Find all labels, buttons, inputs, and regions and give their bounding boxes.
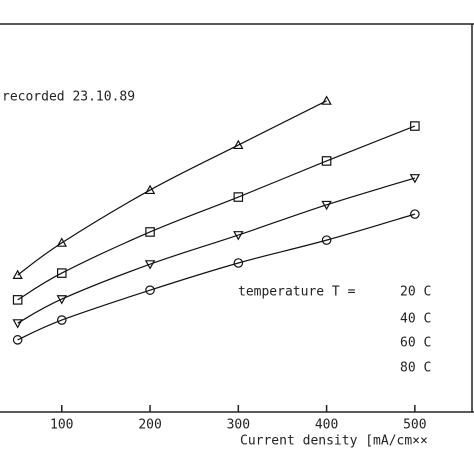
marker bbox=[144, 260, 156, 270]
marker bbox=[233, 231, 244, 241]
legend-label: 40 C bbox=[400, 312, 431, 327]
x-tick-label: 200 bbox=[138, 418, 161, 433]
marker bbox=[56, 295, 68, 305]
marker bbox=[145, 227, 155, 237]
marker bbox=[409, 174, 421, 184]
marker bbox=[56, 268, 67, 278]
marker bbox=[233, 258, 244, 268]
marker bbox=[56, 315, 67, 325]
x-tick-label: 400 bbox=[315, 418, 338, 433]
marker bbox=[12, 269, 23, 279]
marker bbox=[56, 237, 68, 247]
marker bbox=[321, 200, 332, 211]
x-tick-label: 500 bbox=[403, 418, 426, 433]
marker bbox=[12, 295, 23, 305]
marker bbox=[145, 285, 155, 295]
marker bbox=[321, 95, 332, 105]
marker bbox=[321, 156, 332, 166]
legend-title: temperature T = bbox=[238, 285, 356, 300]
marker bbox=[12, 335, 23, 345]
fit-curve bbox=[17, 100, 327, 276]
annotation: recorded 23.10.89 bbox=[2, 90, 135, 105]
marker bbox=[233, 139, 244, 150]
fit-curve bbox=[17, 125, 416, 301]
marker bbox=[321, 235, 332, 245]
x-axis-label: Current density [mA/cm×× bbox=[240, 434, 428, 449]
marker bbox=[410, 121, 420, 131]
x-tick-label: 100 bbox=[50, 418, 73, 433]
fit-curve bbox=[17, 177, 416, 324]
marker bbox=[233, 192, 244, 202]
fit-curve bbox=[17, 213, 416, 341]
legend-label: 60 C bbox=[400, 336, 431, 351]
legend-label: 20 C bbox=[400, 285, 431, 300]
marker bbox=[410, 209, 420, 219]
legend-label: 80 C bbox=[400, 361, 431, 376]
marker bbox=[144, 184, 156, 195]
x-tick-label: 300 bbox=[227, 418, 250, 433]
marker bbox=[12, 319, 23, 329]
